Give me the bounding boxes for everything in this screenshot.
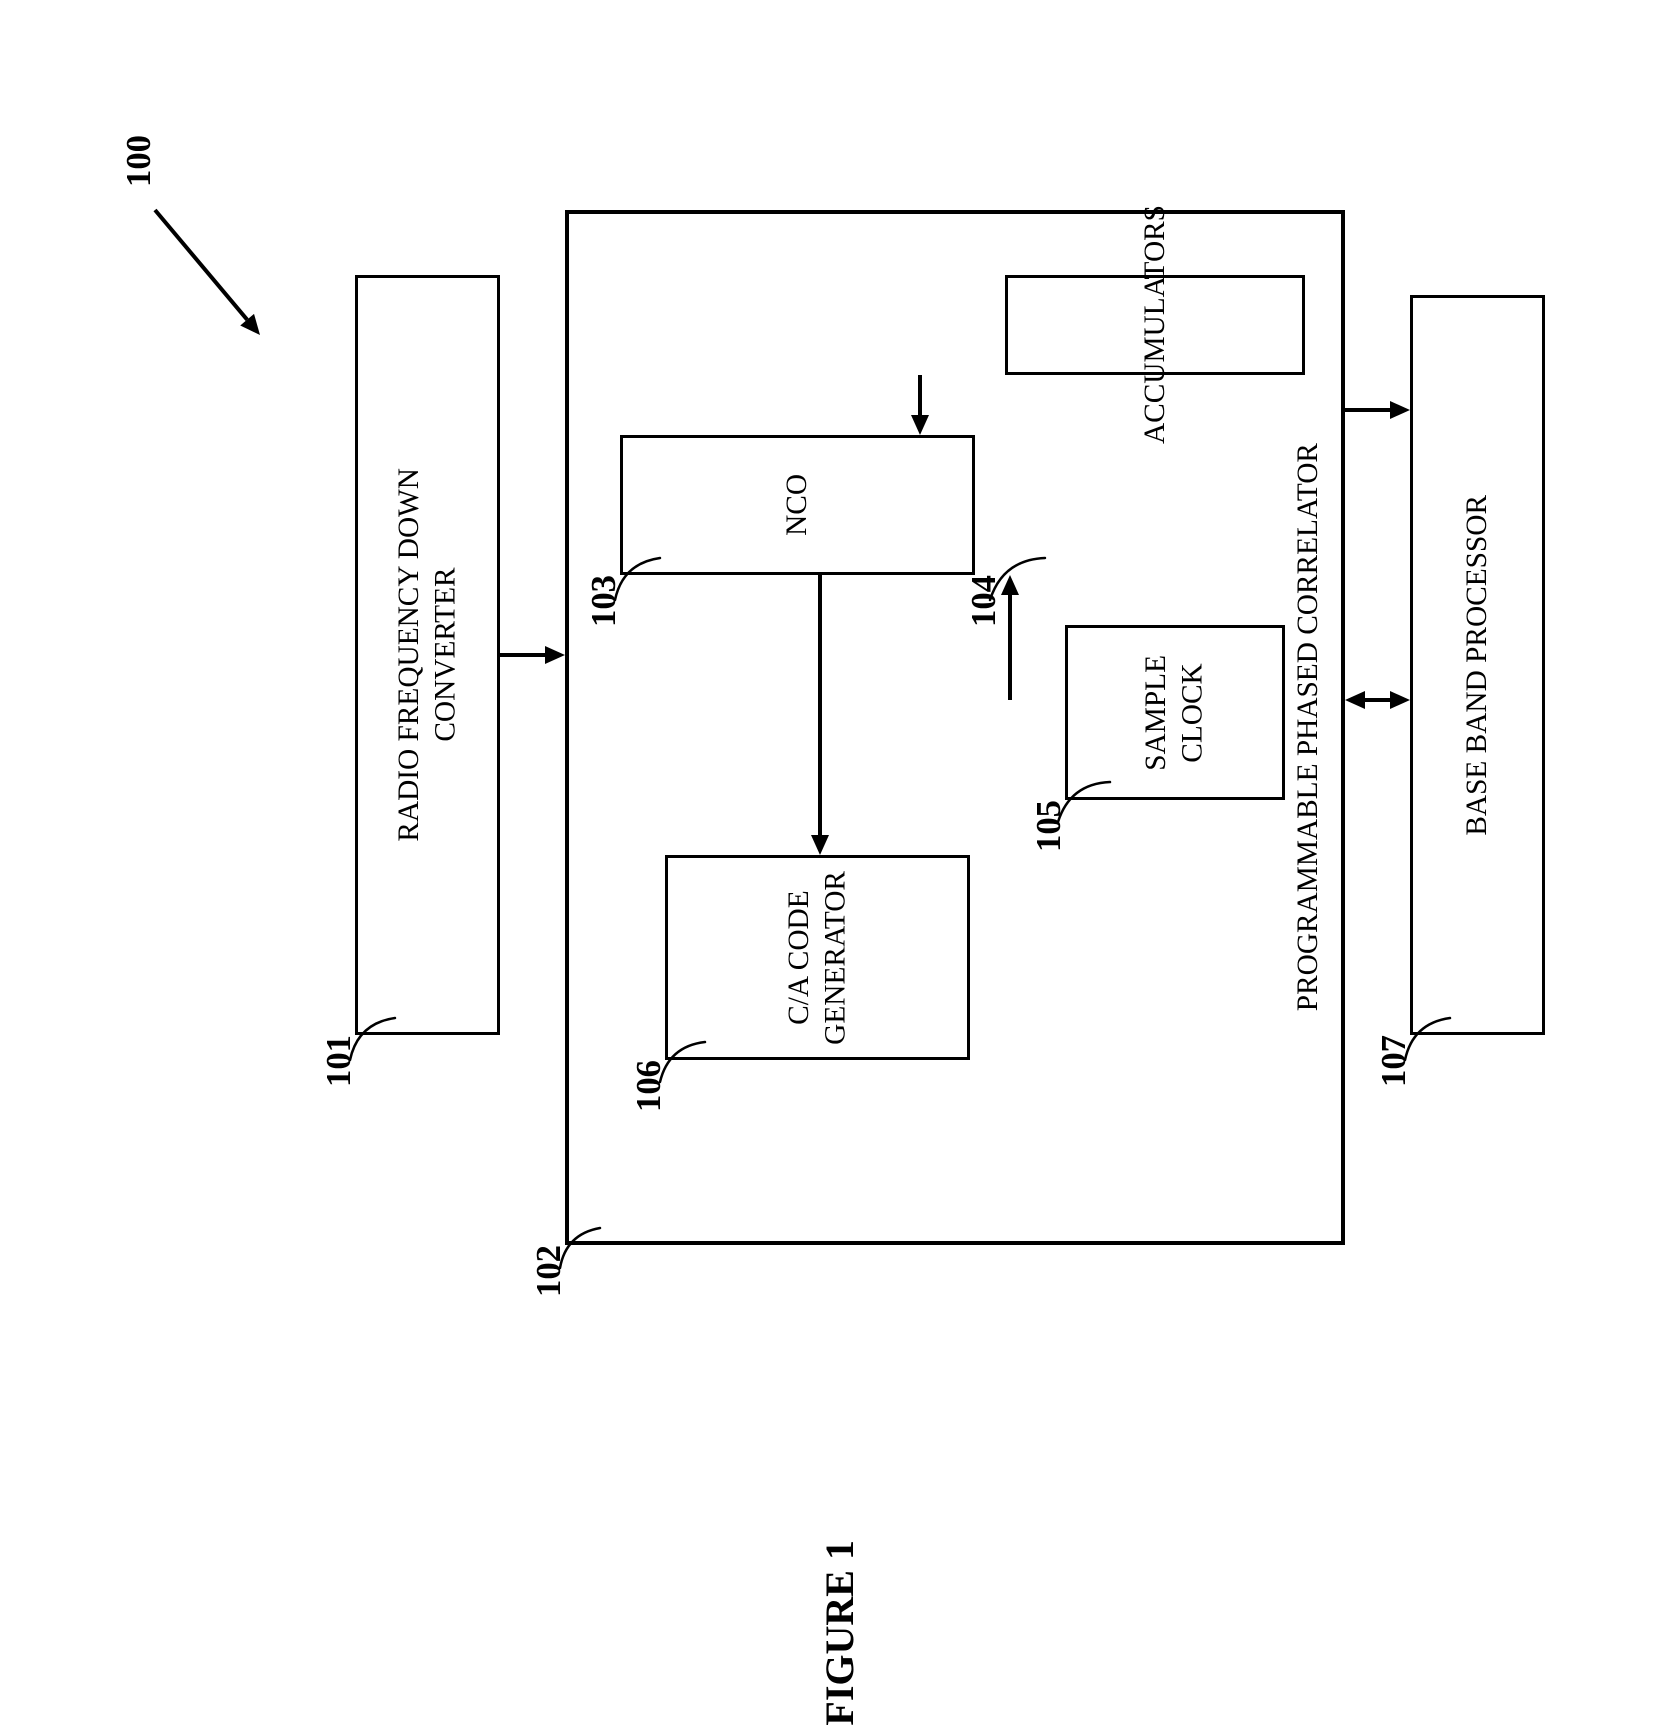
nco-label: NCO bbox=[779, 474, 816, 536]
nco-block: NCO bbox=[620, 435, 975, 575]
accumulators-label: ACCUMULATORS bbox=[1137, 205, 1174, 444]
correlator-label: PROGRAMMABLE PHASED CORRELATOR bbox=[1290, 443, 1327, 1011]
figure-caption: FIGURE 1 bbox=[816, 1540, 863, 1726]
baseband-processor-label: BASE BAND PROCESSOR bbox=[1459, 495, 1496, 836]
rf-down-converter-label: RADIO FREQUENCY DOWN CONVERTER bbox=[391, 468, 464, 842]
ca-code-generator-block: C/A CODE GENERATOR bbox=[665, 855, 970, 1060]
rf-down-converter-block: RADIO FREQUENCY DOWN CONVERTER bbox=[355, 275, 500, 1035]
accumulators-block: ACCUMULATORS bbox=[1005, 275, 1305, 375]
ref-103: 103 bbox=[585, 575, 624, 627]
ref-105: 105 bbox=[1030, 800, 1069, 852]
ref-102: 102 bbox=[530, 1245, 569, 1297]
ref-107: 107 bbox=[1375, 1035, 1414, 1087]
ref-104: 104 bbox=[965, 575, 1004, 627]
ca-code-generator-label: C/A CODE GENERATOR bbox=[781, 871, 854, 1045]
ref-101: 101 bbox=[320, 1035, 359, 1087]
baseband-processor-block: BASE BAND PROCESSOR bbox=[1410, 295, 1545, 1035]
ref-106: 106 bbox=[630, 1060, 669, 1112]
sample-clock-label: SAMPLE CLOCK bbox=[1138, 655, 1211, 771]
ref-100: 100 bbox=[120, 135, 159, 187]
sample-clock-block: SAMPLE CLOCK bbox=[1065, 625, 1285, 800]
